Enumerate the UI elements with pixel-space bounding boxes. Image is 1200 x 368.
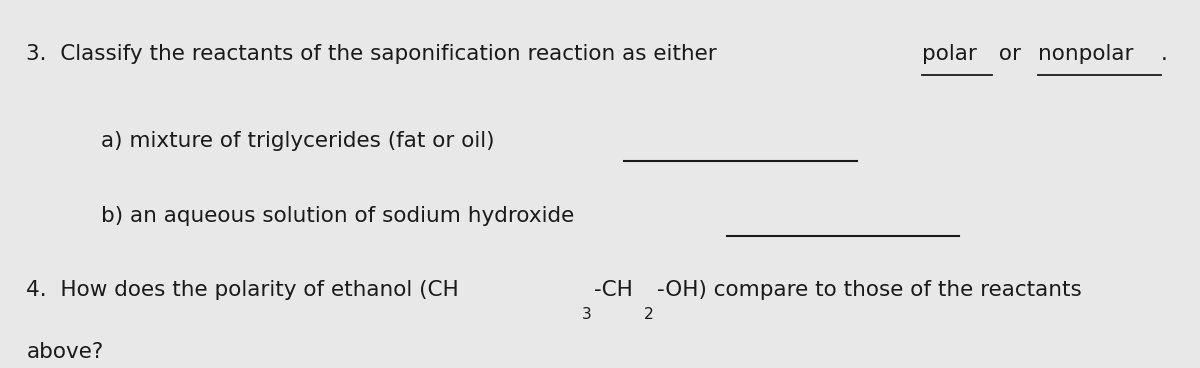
Text: above?: above? <box>26 342 103 362</box>
Text: polar: polar <box>922 44 977 64</box>
Text: or: or <box>992 44 1028 64</box>
Text: nonpolar: nonpolar <box>1038 44 1134 64</box>
Text: 4.  How does the polarity of ethanol (CH: 4. How does the polarity of ethanol (CH <box>26 280 460 300</box>
Text: a) mixture of triglycerides (fat or oil): a) mixture of triglycerides (fat or oil) <box>102 131 509 151</box>
Text: 2: 2 <box>644 307 654 322</box>
Text: -OH) compare to those of the reactants: -OH) compare to those of the reactants <box>656 280 1081 300</box>
Text: 3.  Classify the reactants of the saponification reaction as either: 3. Classify the reactants of the saponif… <box>26 44 724 64</box>
Text: .: . <box>1160 44 1168 64</box>
Text: 3: 3 <box>582 307 592 322</box>
Text: -CH: -CH <box>594 280 634 300</box>
Text: b) an aqueous solution of sodium hydroxide: b) an aqueous solution of sodium hydroxi… <box>102 206 588 226</box>
